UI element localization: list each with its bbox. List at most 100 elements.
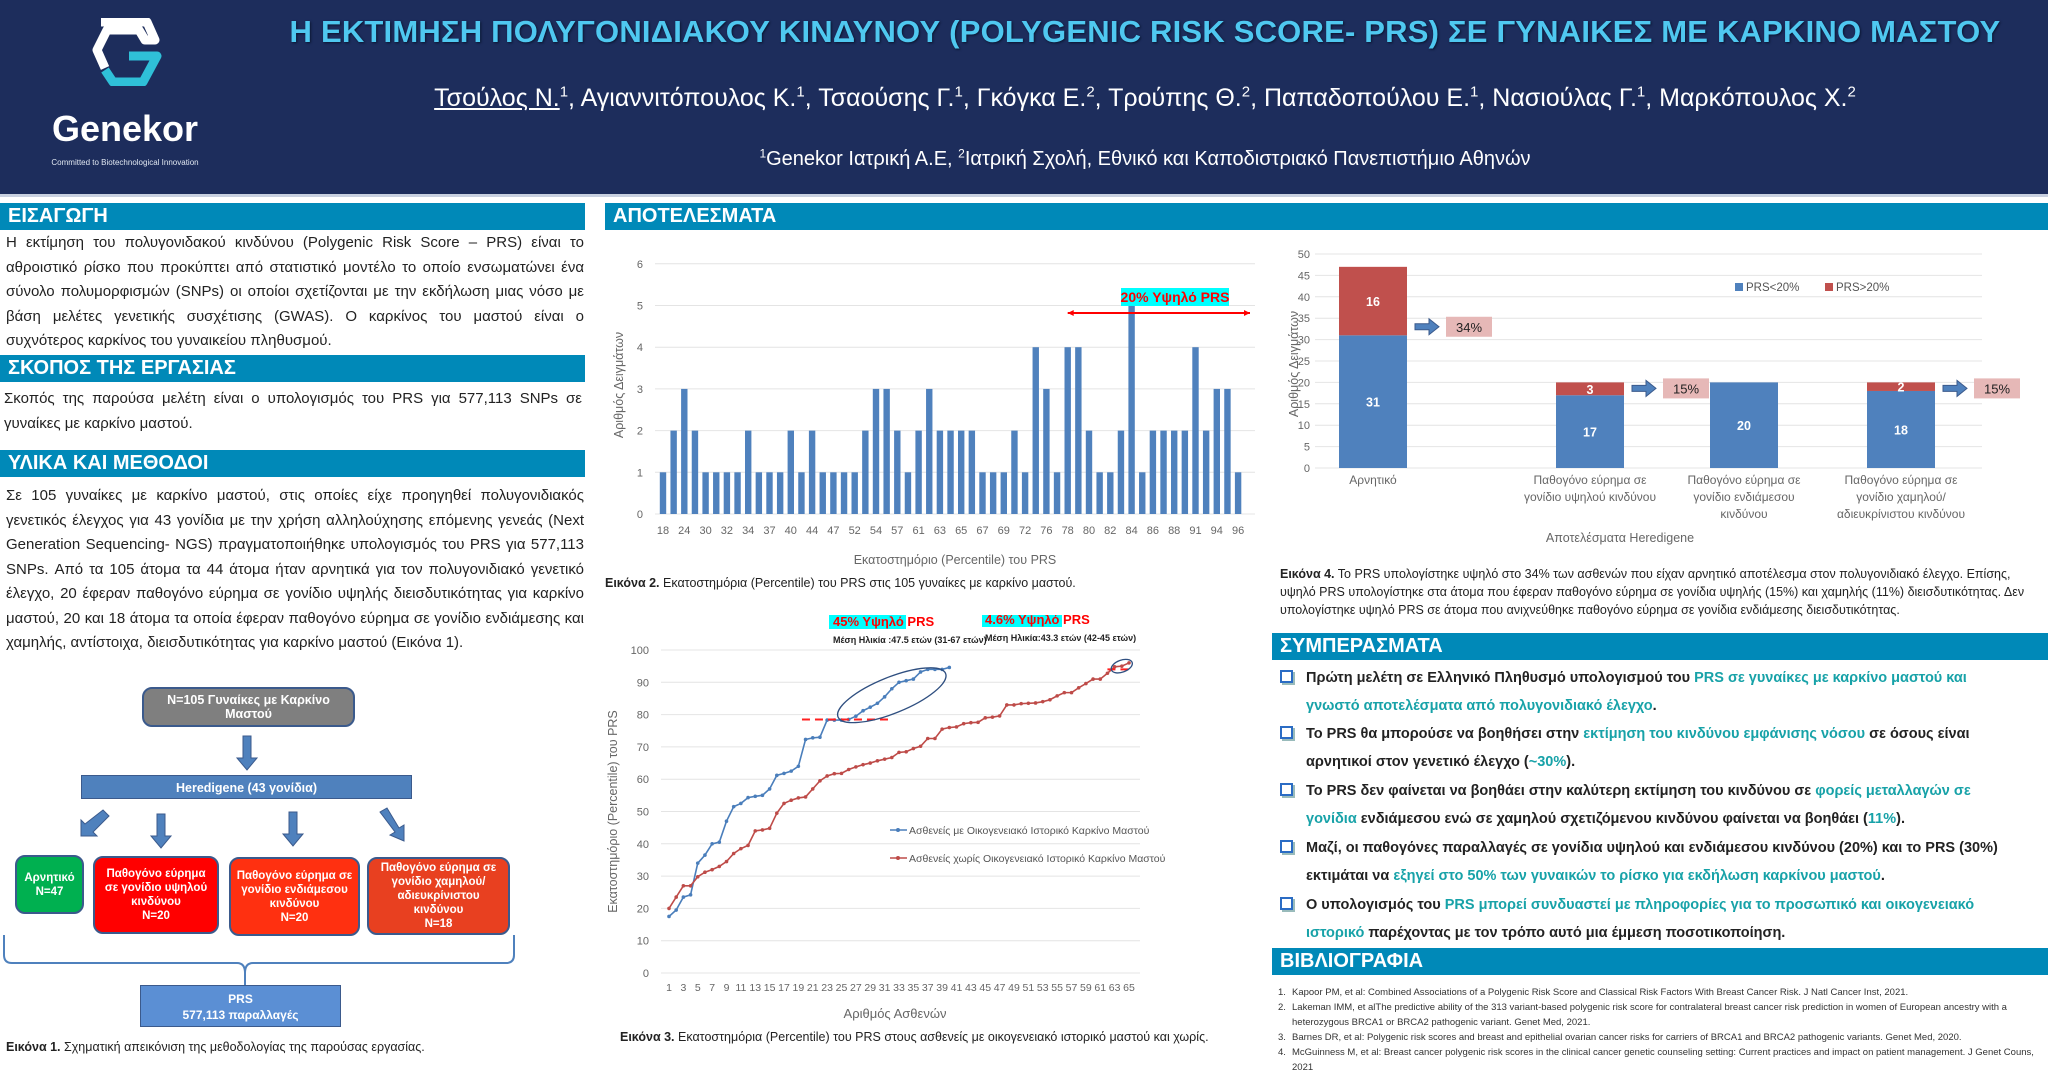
text: σε όσους είναι αρνητικοί στον γενετικό έ… — [1306, 726, 1970, 770]
bar — [1192, 347, 1199, 514]
data-point — [818, 735, 822, 740]
data-point — [695, 874, 700, 879]
data-point — [746, 843, 750, 848]
flow-group-box: Παθογόνο εύρημα σε γονίδιο ενδιάμεσου κι… — [229, 857, 360, 936]
data-point — [717, 864, 722, 869]
data-point — [1127, 661, 1131, 665]
affiliation-text: Genekor Ιατρική Α.Ε, — [766, 147, 953, 170]
reference-item: 1. Kapoor PM, et al: Combined Association… — [1278, 985, 2038, 1000]
bar — [819, 472, 826, 514]
author-name: Γκόγκα Ε. — [976, 84, 1087, 113]
data-point — [717, 840, 722, 844]
poster-title: Η ΕΚΤΙΜΗΣΗ ΠΟΛΥΓΟΝΙΔΙΑΚΟΥ ΚΙΝΔΥΝΟΥ (POLY… — [289, 14, 2001, 49]
data-point — [1040, 699, 1045, 704]
data-point — [890, 686, 894, 691]
flow-group-label: Παθογόνο εύρημα σε γονίδιο χαμηλού/ αδιε… — [380, 862, 497, 916]
x-tick-label: 3 — [680, 982, 686, 994]
series-without-family-history — [667, 661, 1131, 911]
bar — [989, 472, 997, 514]
highlighted-text: 11% — [1867, 811, 1897, 827]
fig2-caption-text: Εκατοστημόρια (Percentile) του PRS στις … — [659, 576, 1076, 590]
data-point — [796, 796, 801, 800]
reference-item: 2. Lakeman IMM, et alThe predictive abili… — [1278, 1000, 2038, 1030]
data-point — [767, 826, 772, 831]
conclusion-item: Το PRS θα μπορούσε να βοηθήσει στην εκτί… — [1280, 720, 2020, 776]
author: Παπαδοπούλου Ε.1, — [1263, 84, 1493, 113]
aim-text: Σκοπός της παρούσα μελέτη είναι ο υπολογ… — [4, 390, 582, 432]
stacked-bar-segment — [1710, 382, 1778, 468]
x-tick-label: 25 — [836, 982, 848, 994]
data-point — [789, 769, 793, 773]
reference-number: 4. — [1278, 1047, 1286, 1058]
x-tick-label: 63 — [934, 525, 946, 537]
y-tick-label: 30 — [637, 871, 649, 883]
data-point — [803, 737, 808, 742]
x-tick-label: Παθογόνο εύρημα σε γονίδιο ενδιάμεσου κι… — [1687, 473, 1801, 521]
y-tick-label: 5 — [637, 301, 643, 313]
bar — [670, 430, 677, 514]
affiliation-mark: 1 — [759, 146, 767, 160]
reference-item: 4. McGuinness M, et al: Breast cancer pol… — [1278, 1045, 2038, 1075]
bar — [947, 430, 954, 514]
data-point — [1019, 701, 1023, 706]
author-list: Τσούλος Ν.1, Αγιαννιτόπουλος Κ.1, Τσαούσ… — [250, 84, 2040, 113]
x-tick-label: 32 — [721, 525, 733, 537]
data-point — [703, 853, 707, 857]
flow-group-box: Παθογόνο εύρημα σε γονίδιο υψηλού κινδύν… — [93, 856, 219, 934]
x-tick-label: 33 — [893, 982, 905, 994]
data-point — [983, 716, 988, 720]
y-tick-label: 0 — [643, 968, 649, 980]
bar-value-label: 31 — [1366, 396, 1380, 410]
y-tick-label: 15 — [1298, 399, 1310, 411]
highlighted-text: PRS σε γυναίκες με καρκίνο μαστού και γν… — [1306, 670, 1967, 714]
reference-text: McGuinness M, et al: Breast cancer polyg… — [1292, 1047, 2034, 1073]
x-tick-label: 61 — [1094, 982, 1106, 994]
data-point — [868, 761, 873, 765]
x-tick-label: 53 — [1037, 982, 1049, 994]
y-tick-label: 60 — [637, 774, 649, 786]
y-tick-label: 20 — [1298, 377, 1310, 389]
data-point — [667, 906, 671, 911]
data-point — [897, 750, 901, 755]
x-tick-label: 59 — [1080, 982, 1092, 994]
bar — [691, 430, 699, 514]
series-line — [668, 662, 1130, 909]
intro-heading: ΕΙΣΑΓΩΓΗ — [0, 203, 585, 230]
author-affiliation-mark: 2 — [1847, 84, 1856, 101]
bar — [702, 472, 709, 514]
bar — [681, 388, 688, 514]
data-point — [688, 893, 693, 897]
x-tick-label: Αρνητικό — [1349, 473, 1397, 487]
bar — [1117, 430, 1125, 514]
author-affiliation-mark: 1 — [1636, 84, 1646, 101]
bar — [1160, 430, 1167, 514]
data-point — [911, 677, 916, 681]
x-tick-label: 13 — [749, 982, 761, 994]
data-point — [1098, 677, 1103, 681]
reference-text: Barnes DR, et al: Polygenic risk scores … — [1292, 1032, 1962, 1043]
checkbox-bullet-icon — [1280, 840, 1293, 853]
conclusions-heading: ΣΥΜΠΕΡΑΣΜΑΤΑ — [1272, 633, 2048, 660]
flow-group-count: N=20 — [142, 910, 170, 922]
y-tick-label: 40 — [1298, 292, 1310, 304]
checkbox-bullet-icon — [1280, 783, 1293, 796]
bar-value-label: 2 — [1898, 381, 1905, 395]
arrow-down-icon — [281, 811, 305, 847]
y-tick-label: 25 — [1298, 356, 1310, 368]
data-point — [767, 787, 772, 791]
flow-prs-sub: 577,113 παραλλαγές — [182, 1008, 299, 1022]
reference-number: 2. — [1278, 1002, 1286, 1013]
data-point — [674, 908, 678, 912]
x-tick-label: 84 — [1125, 525, 1137, 537]
data-point — [969, 720, 973, 725]
reference-text: Kapoor PM, et al: Combined Associations … — [1292, 987, 1909, 998]
arrow-down-right-icon — [379, 807, 405, 842]
bar — [1032, 347, 1039, 514]
data-point — [703, 870, 707, 875]
fig1-caption-label: Εικόνα 1. — [6, 1040, 61, 1054]
legend-marker — [896, 856, 900, 860]
x-tick-label: 69 — [998, 525, 1010, 537]
x-category: Παθογόνο εύρημα σε γονίδιο υψηλού κινδύν… — [1524, 473, 1656, 504]
annotation-bg — [829, 615, 906, 629]
data-point — [1026, 701, 1031, 706]
